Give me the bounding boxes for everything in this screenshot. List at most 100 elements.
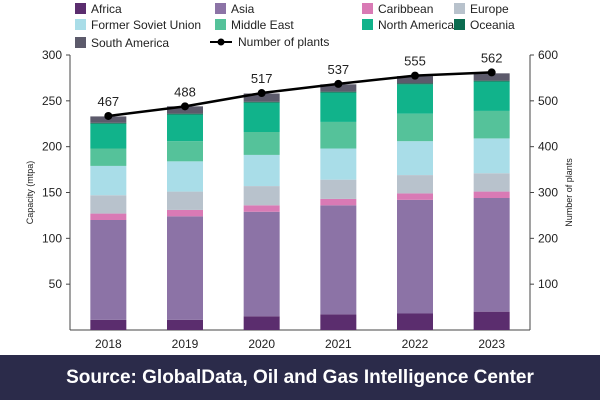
y2-axis-title: Number of plants <box>564 158 574 227</box>
bar-europe-2018 <box>90 195 127 214</box>
x-tick-label: 2022 <box>402 337 429 351</box>
x-tick-label: 2018 <box>95 337 122 351</box>
bar-former-soviet-union-2019 <box>167 161 203 192</box>
plants-point-2022 <box>411 71 419 80</box>
y-tick-label: 100 <box>42 231 62 245</box>
bar-asia-2023 <box>473 198 510 312</box>
bar-africa-2019 <box>167 319 203 330</box>
bar-north-america-2023 <box>473 81 510 111</box>
legend-swatch-asia <box>215 3 226 14</box>
legend-label-africa: Africa <box>91 2 122 16</box>
legend-label-plants: Number of plants <box>238 35 329 49</box>
plants-data-label-2023: 562 <box>481 50 503 65</box>
bar-oceania-2023 <box>473 80 510 82</box>
bar-asia-2021 <box>320 205 357 315</box>
bar-north-america-2021 <box>320 92 357 122</box>
bar-former-soviet-union-2020 <box>243 154 280 187</box>
bar-caribbean-2023 <box>473 191 510 198</box>
bar-middle-east-2021 <box>320 121 357 149</box>
legend-label-former-soviet-union: Former Soviet Union <box>91 18 201 32</box>
plants-data-label-2018: 467 <box>97 94 119 109</box>
bar-middle-east-2022 <box>397 113 433 142</box>
y2-tick-label: 300 <box>538 186 558 200</box>
bar-south-america-2020 <box>243 93 280 102</box>
bar-caribbean-2020 <box>243 205 280 212</box>
bar-oceania-2021 <box>320 91 357 93</box>
x-tick-label: 2020 <box>248 337 275 351</box>
bar-south-america-2021 <box>320 84 357 92</box>
bar-asia-2019 <box>167 216 203 320</box>
y2-tick-label: 200 <box>538 231 558 245</box>
plants-data-label-2021: 537 <box>327 62 349 77</box>
legend-swatch-europe <box>454 3 465 14</box>
x-tick-label: 2019 <box>172 337 199 351</box>
bar-former-soviet-union-2018 <box>90 165 127 196</box>
bar-caribbean-2018 <box>90 213 127 220</box>
bar-africa-2023 <box>473 311 510 330</box>
legend-label-south-america: South America <box>91 36 169 50</box>
bar-asia-2018 <box>90 220 127 320</box>
plants-data-label-2020: 517 <box>251 71 273 86</box>
bar-africa-2021 <box>320 314 357 330</box>
source-banner <box>0 355 600 400</box>
plants-data-label-2019: 488 <box>174 84 196 99</box>
legend-label-north-america: North America <box>378 18 454 32</box>
bar-asia-2022 <box>397 199 433 314</box>
legend-swatch-caribbean <box>362 3 373 14</box>
legend-swatch-former-soviet-union <box>75 19 86 30</box>
source-text: Source: GlobalData, Oil and Gas Intellig… <box>66 367 534 388</box>
plants-point-2021 <box>334 79 343 88</box>
bar-south-america-2023 <box>473 73 510 81</box>
bar-europe-2022 <box>397 175 433 194</box>
legend-marker-plants <box>217 38 225 46</box>
bar-north-america-2019 <box>167 114 203 142</box>
plants-point-2020 <box>257 89 266 98</box>
bar-africa-2018 <box>90 319 127 330</box>
y-tick-label: 200 <box>42 140 62 154</box>
legend-swatch-south-america <box>75 37 86 48</box>
bar-former-soviet-union-2023 <box>473 138 510 174</box>
plants-point-2018 <box>104 111 113 120</box>
legend-label-oceania: Oceania <box>470 18 515 32</box>
bar-middle-east-2019 <box>167 141 203 162</box>
bar-north-america-2020 <box>243 102 280 132</box>
legend-swatch-middle-east <box>215 19 226 30</box>
bar-caribbean-2021 <box>320 198 357 206</box>
bar-europe-2023 <box>473 173 510 192</box>
y-axis-title: Capacity (mtpa) <box>25 161 35 225</box>
legend-label-middle-east: Middle East <box>231 18 294 32</box>
bar-europe-2019 <box>167 191 203 210</box>
y-tick-label: 250 <box>42 94 62 108</box>
plants-data-label-2022: 555 <box>404 54 426 69</box>
x-tick-label: 2021 <box>325 337 352 351</box>
plants-point-2019 <box>181 102 189 111</box>
bar-caribbean-2022 <box>397 193 433 200</box>
y-tick-label: 150 <box>42 186 62 200</box>
legend-label-caribbean: Caribbean <box>378 2 433 16</box>
bar-europe-2021 <box>320 179 357 199</box>
bar-oceania-2019 <box>167 113 203 115</box>
bar-oceania-2018 <box>90 122 127 124</box>
bar-africa-2022 <box>397 313 433 330</box>
y2-tick-label: 400 <box>538 140 558 154</box>
bar-former-soviet-union-2021 <box>320 148 357 180</box>
bar-asia-2020 <box>243 211 280 317</box>
legend-swatch-africa <box>75 3 86 14</box>
legend-swatch-oceania <box>454 19 465 30</box>
bar-oceania-2022 <box>397 83 433 85</box>
bar-north-america-2018 <box>90 123 127 149</box>
bar-north-america-2022 <box>397 84 433 114</box>
y-tick-label: 50 <box>49 277 63 291</box>
bar-middle-east-2023 <box>473 110 510 139</box>
bar-oceania-2020 <box>243 101 280 103</box>
bar-former-soviet-union-2022 <box>397 141 433 176</box>
y2-tick-label: 500 <box>538 94 558 108</box>
plants-line <box>108 71 492 118</box>
bar-middle-east-2020 <box>243 132 280 155</box>
bar-south-america-2022 <box>397 76 433 84</box>
y2-tick-label: 100 <box>538 277 558 291</box>
bar-caribbean-2019 <box>167 209 203 217</box>
y2-tick-label: 600 <box>538 48 558 62</box>
legend-swatch-north-america <box>362 19 373 30</box>
